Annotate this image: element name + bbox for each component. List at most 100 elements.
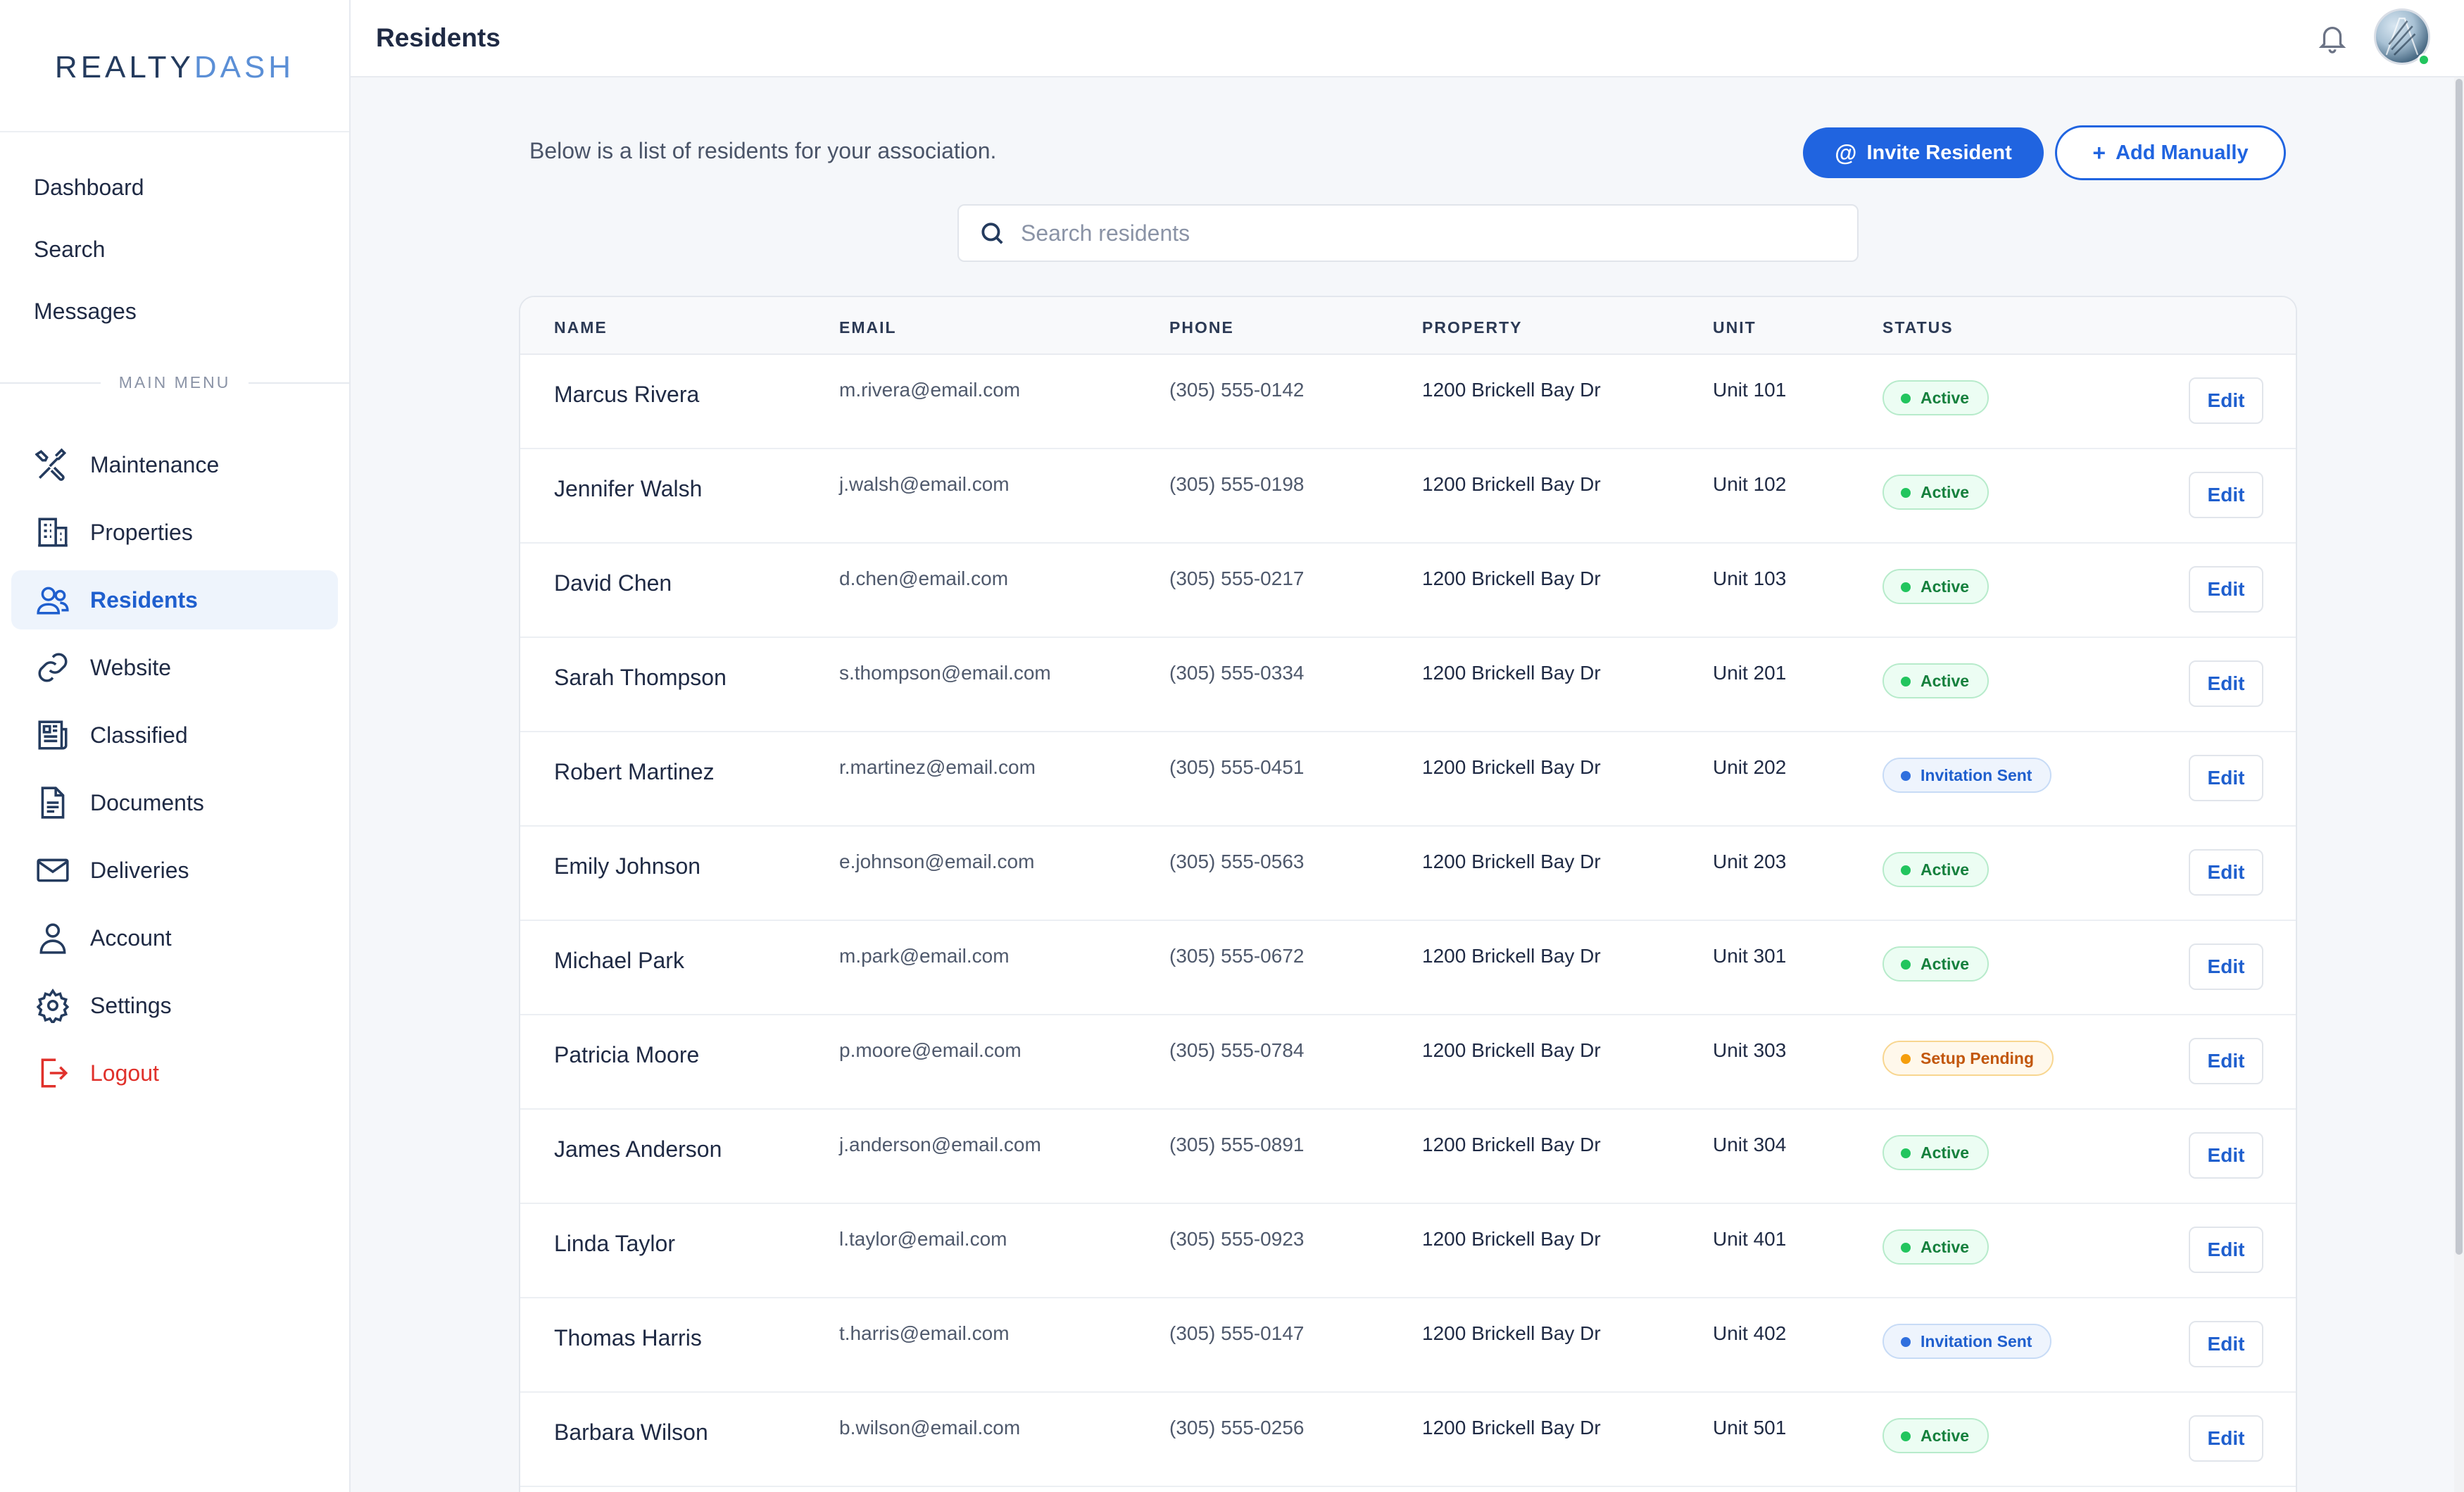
newspaper-icon (35, 717, 70, 753)
edit-button[interactable]: Edit (2189, 1321, 2263, 1367)
menu-divider: MAIN MENU (0, 358, 349, 407)
resident-phone: (305) 555-0256 (1169, 1417, 1305, 1438)
link-icon (35, 650, 70, 685)
column-header-unit[interactable]: UNIT (1713, 318, 1756, 337)
resident-name[interactable]: Patricia Moore (554, 1042, 700, 1067)
menu-heading: MAIN MENU (100, 372, 249, 392)
table-row[interactable]: Barbara Wilson b.wilson@email.com (305) 55… (520, 1393, 2296, 1487)
sidebar-item-website[interactable]: Website (11, 638, 338, 697)
table-row[interactable]: Jennifer Walsh j.walsh@email.com (305) 555… (520, 449, 2296, 544)
building-icon (35, 515, 70, 550)
main-nav: Maintenance Properties Residents Website… (0, 407, 349, 1103)
status-badge: Active (1882, 475, 1990, 510)
search-input[interactable] (1021, 220, 1830, 246)
sidebar-item-properties[interactable]: Properties (11, 503, 338, 562)
sidebar-item-documents[interactable]: Documents (11, 773, 338, 832)
bell-icon[interactable] (2316, 21, 2349, 54)
resident-property: 1200 Brickell Bay Dr (1422, 1417, 1601, 1438)
edit-button[interactable]: Edit (2189, 472, 2263, 518)
table-row[interactable]: James Anderson j.anderson@email.com (305) … (520, 1110, 2296, 1204)
brand-logo[interactable]: REALTYDASH (54, 50, 295, 84)
edit-button[interactable]: Edit (2189, 944, 2263, 990)
table-row[interactable]: Marcus Rivera m.rivera@email.com (305) 555… (520, 355, 2296, 449)
table-row[interactable]: Robert Martinez r.martinez@email.com (305)… (520, 732, 2296, 827)
resident-unit: Unit 103 (1713, 568, 1787, 589)
scrollbar[interactable] (2454, 77, 2464, 1492)
resident-name[interactable]: Robert Martinez (554, 759, 715, 784)
resident-property: 1200 Brickell Bay Dr (1422, 473, 1601, 495)
sidebar-item-account[interactable]: Account (11, 908, 338, 967)
column-header-property[interactable]: PROPERTY (1422, 318, 1523, 337)
resident-name[interactable]: Jennifer Walsh (554, 476, 703, 501)
edit-button[interactable]: Edit (2189, 755, 2263, 801)
sidebar-item-label: Deliveries (90, 857, 189, 883)
add-manually-label: Add Manually (2116, 141, 2249, 164)
scrollbar-thumb[interactable] (2456, 79, 2463, 1255)
table-row[interactable]: Michael Park m.park@email.com (305) 555-06… (520, 921, 2296, 1015)
sidebar-item-label: Settings (90, 992, 172, 1018)
resident-phone: (305) 555-0142 (1169, 379, 1305, 401)
edit-button[interactable]: Edit (2189, 566, 2263, 613)
nav-dashboard[interactable]: Dashboard (34, 175, 144, 200)
sidebar-item-maintenance[interactable]: Maintenance (11, 435, 338, 494)
status-badge: Active (1882, 1229, 1990, 1265)
sidebar-item-label: Maintenance (90, 451, 220, 477)
edit-button[interactable]: Edit (2189, 1038, 2263, 1084)
search-bar[interactable] (957, 204, 1859, 262)
edit-button[interactable]: Edit (2189, 1415, 2263, 1462)
table-row[interactable]: Thomas Harris t.harris@email.com (305) 555… (520, 1298, 2296, 1393)
status-badge: Active (1882, 1418, 1990, 1453)
table-row[interactable]: Linda Taylor l.taylor@email.com (305) 555-… (520, 1204, 2296, 1298)
resident-name[interactable]: Marcus Rivera (554, 382, 700, 407)
resident-unit: Unit 102 (1713, 473, 1787, 495)
brand: REALTYDASH (0, 0, 349, 132)
edit-button[interactable]: Edit (2189, 849, 2263, 896)
edit-button[interactable]: Edit (2189, 1227, 2263, 1273)
top-nav: Dashboard Search Messages (0, 132, 349, 342)
sidebar-item-residents[interactable]: Residents (11, 570, 338, 629)
nav-search[interactable]: Search (34, 237, 106, 262)
resident-name[interactable]: David Chen (554, 570, 672, 596)
resident-unit: Unit 301 (1713, 945, 1787, 967)
invite-resident-label: Invite Resident (1866, 141, 2012, 164)
table-row[interactable]: Sarah Thompson s.thompson@email.com (305) … (520, 638, 2296, 732)
resident-unit: Unit 101 (1713, 379, 1787, 401)
sidebar-item-deliveries[interactable]: Deliveries (11, 841, 338, 900)
resident-name[interactable]: Michael Park (554, 948, 684, 973)
edit-button[interactable]: Edit (2189, 1132, 2263, 1179)
column-header-status[interactable]: STATUS (1882, 318, 1954, 337)
table-row[interactable]: David Chen d.chen@email.com (305) 555-0217… (520, 544, 2296, 638)
resident-phone: (305) 555-0784 (1169, 1039, 1305, 1061)
sidebar-item-classified[interactable]: Classified (11, 706, 338, 765)
resident-property: 1200 Brickell Bay Dr (1422, 1322, 1601, 1344)
resident-name[interactable]: Sarah Thompson (554, 665, 727, 690)
column-header-phone[interactable]: PHONE (1169, 318, 1234, 337)
resident-name[interactable]: Linda Taylor (554, 1231, 675, 1256)
column-header-email[interactable]: EMAIL (839, 318, 897, 337)
table-row[interactable]: Emily Johnson e.johnson@email.com (305) 55… (520, 827, 2296, 921)
status-badge: Active (1882, 569, 1990, 604)
sidebar-item-logout[interactable]: Logout (11, 1043, 338, 1103)
column-header-name[interactable]: NAME (554, 318, 608, 337)
resident-unit: Unit 202 (1713, 756, 1787, 778)
invite-resident-button[interactable]: @ Invite Resident (1803, 127, 2044, 178)
resident-name[interactable]: Emily Johnson (554, 853, 701, 879)
resident-property: 1200 Brickell Bay Dr (1422, 945, 1601, 967)
add-manually-button[interactable]: + Add Manually (2055, 125, 2286, 180)
resident-name[interactable]: Barbara Wilson (554, 1419, 708, 1445)
topbar: Residents (351, 0, 2464, 77)
resident-phone: (305) 555-0672 (1169, 945, 1305, 967)
intro-text: Below is a list of residents for your as… (529, 138, 997, 163)
sidebar-item-settings[interactable]: Settings (11, 976, 338, 1035)
table-row[interactable]: Patricia Moore p.moore@email.com (305) 555… (520, 1015, 2296, 1110)
edit-button[interactable]: Edit (2189, 660, 2263, 707)
edit-button[interactable]: Edit (2189, 377, 2263, 424)
resident-email: t.harris@email.com (839, 1322, 1010, 1344)
nav-messages[interactable]: Messages (34, 299, 137, 324)
resident-name[interactable]: James Anderson (554, 1136, 722, 1162)
mail-icon (35, 853, 70, 888)
resident-email: b.wilson@email.com (839, 1417, 1021, 1438)
resident-unit: Unit 201 (1713, 662, 1787, 684)
plus-icon: + (2092, 139, 2106, 165)
resident-name[interactable]: Thomas Harris (554, 1325, 702, 1350)
